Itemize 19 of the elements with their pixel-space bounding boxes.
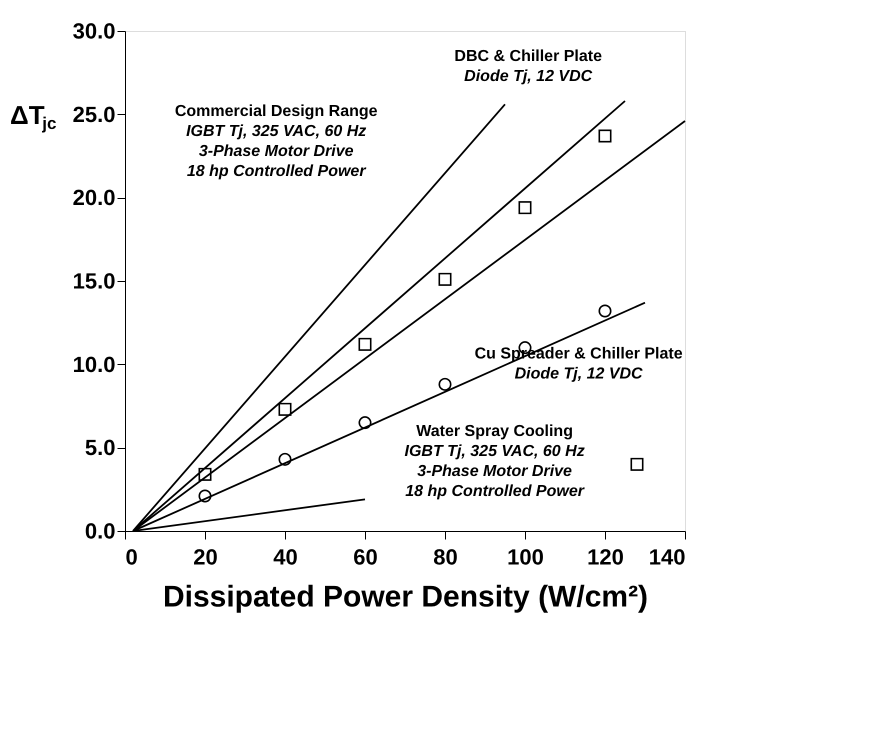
x-tick-label: 100 <box>507 544 544 570</box>
x-tick-label: 80 <box>433 544 458 570</box>
x-tick-label: 0 <box>126 544 138 570</box>
x-axis-title: Dissipated Power Density (W/cm²) <box>162 580 648 614</box>
y-tick-label: 25.0 <box>72 102 116 127</box>
x-tick-label: 20 <box>193 544 218 570</box>
y-tick-label: 20.0 <box>72 185 116 210</box>
annotation: Commercial Design Range IGBT Tj, 325 VAC, 60 Hz 3-Phase Motor Drive 18 hp Controlled Power <box>174 103 378 180</box>
y-tick-label: 15.0 <box>72 268 116 294</box>
x-tick-label: 120 <box>587 544 624 570</box>
y-tick-label: 30.0 <box>72 18 116 44</box>
y-tick-label: 10.0 <box>72 352 116 377</box>
x-tick-label: 60 <box>353 544 378 570</box>
x-tick-label: 140 <box>648 544 686 570</box>
y-tick-label: 0.0 <box>84 518 116 544</box>
x-tick-label: 40 <box>273 544 298 570</box>
annotation: Water Spray Cooling IGBT Tj, 325 VAC, 60 Hz 3-Phase Motor Drive 18 hp Controlled Power <box>404 423 585 500</box>
annotation: DBC & Chiller Plate Diode Tj, 12 VDC <box>454 48 602 85</box>
y-tick-label: 5.0 <box>84 435 116 460</box>
